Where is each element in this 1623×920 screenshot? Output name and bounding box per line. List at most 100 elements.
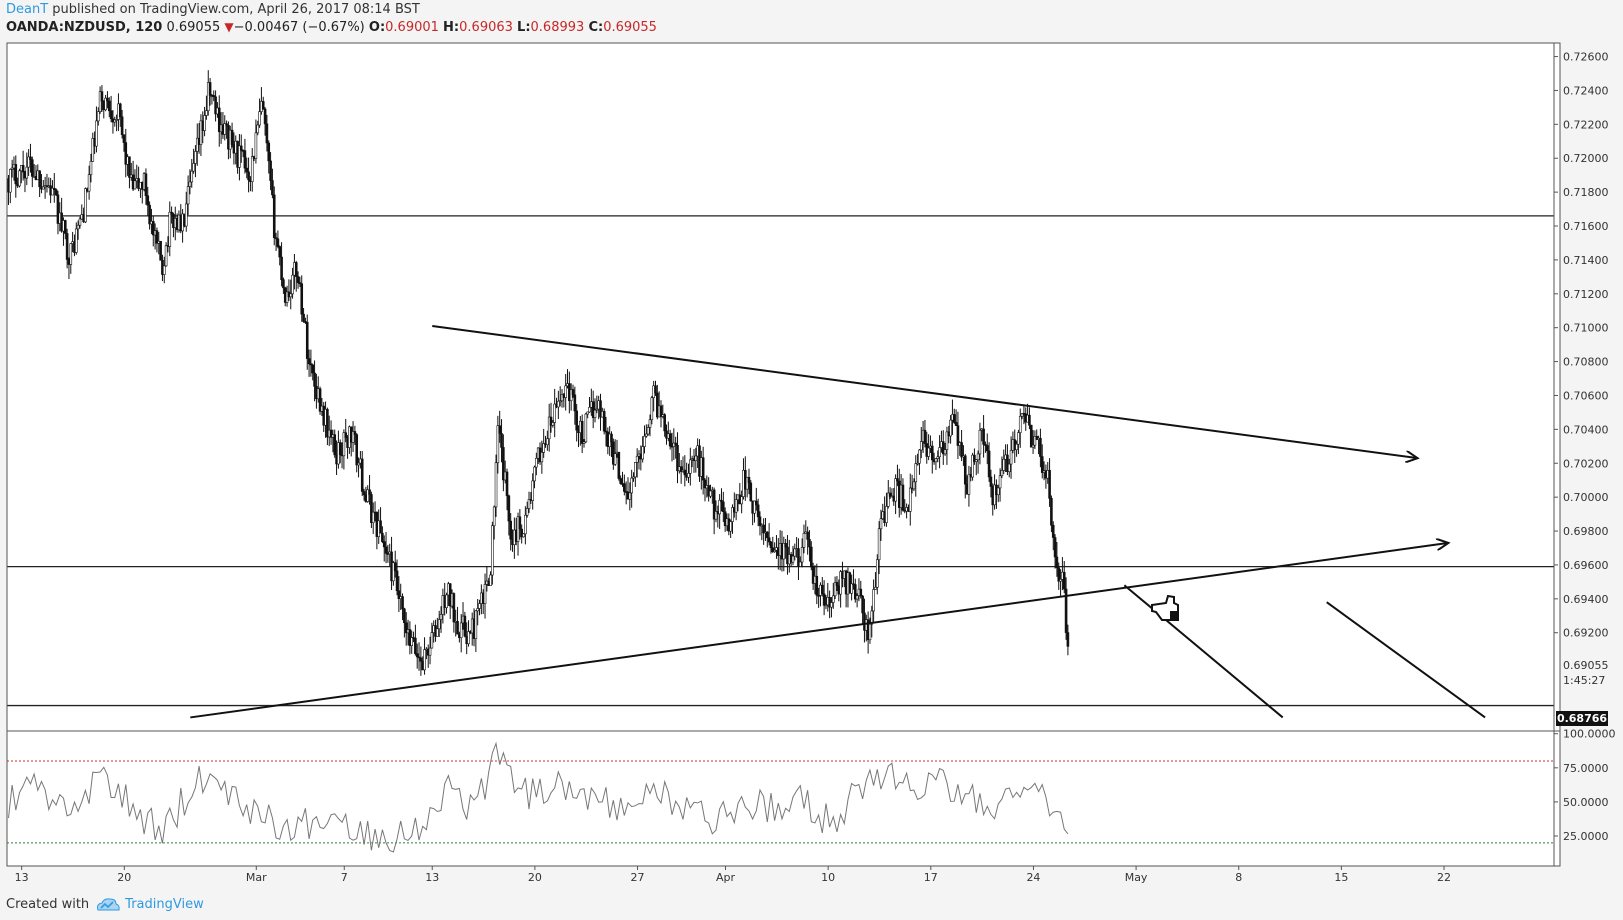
candle-body xyxy=(65,233,69,260)
candle-body xyxy=(646,427,650,435)
candle-body xyxy=(456,621,459,635)
candle-body xyxy=(531,480,534,501)
candle-body xyxy=(546,438,549,446)
lower-trendline[interactable] xyxy=(190,543,1448,719)
candle-body xyxy=(802,533,806,548)
rsi-tick-label: 50.0000 xyxy=(1563,796,1609,809)
time-tick-label: Mar xyxy=(246,871,267,884)
candle-body xyxy=(850,583,853,594)
candle-body xyxy=(811,566,815,584)
candle-body xyxy=(683,469,687,476)
candle-body xyxy=(960,442,963,458)
candle-body xyxy=(872,589,875,612)
candle-body xyxy=(755,500,758,506)
candle-body xyxy=(758,516,762,526)
marked-level-label: 0.68766 xyxy=(1556,711,1608,726)
candle-body xyxy=(263,108,267,125)
candle-body xyxy=(954,422,958,426)
candle-body xyxy=(952,414,956,423)
candle-body xyxy=(194,151,197,164)
candle-body xyxy=(428,647,432,656)
projection-line-2[interactable] xyxy=(1326,601,1486,719)
candle-body xyxy=(623,483,626,492)
tradingview-link[interactable]: TradingView xyxy=(95,896,204,912)
candle-body xyxy=(525,508,529,516)
candle-body xyxy=(648,419,652,428)
candle-body xyxy=(164,245,168,267)
candle-body xyxy=(547,416,551,440)
candle-body xyxy=(575,410,578,431)
candle-body xyxy=(120,116,124,135)
candle-body xyxy=(558,400,562,403)
candle-body xyxy=(835,582,839,586)
projection-line-1[interactable] xyxy=(1123,584,1284,719)
candle-body xyxy=(659,405,663,417)
candle-body xyxy=(817,595,820,597)
candle-body xyxy=(798,561,802,567)
candle-body xyxy=(212,95,216,98)
low-value: 0.68993 xyxy=(530,20,585,35)
candle-body xyxy=(617,451,621,479)
candle-body xyxy=(282,279,285,289)
candle-body xyxy=(595,408,599,411)
candle-body xyxy=(18,170,21,187)
candle-body xyxy=(1033,436,1037,446)
candle-body xyxy=(30,159,34,177)
candle-body xyxy=(722,501,725,513)
candle-body xyxy=(309,363,313,366)
candle-body xyxy=(507,495,511,522)
candle-body xyxy=(397,590,401,599)
candle-body xyxy=(527,499,531,509)
candle-body xyxy=(815,575,819,596)
candle-body xyxy=(265,123,269,144)
candle-body xyxy=(96,111,100,122)
time-tick-label: 20 xyxy=(117,871,131,884)
candle-body xyxy=(604,430,608,433)
candle-body xyxy=(569,389,573,402)
author-link[interactable]: DeanT xyxy=(6,2,49,17)
candle-body xyxy=(1031,444,1035,448)
candle-body xyxy=(489,574,492,586)
open-label: O: xyxy=(368,20,386,35)
rsi-tick-label: 25.0000 xyxy=(1563,830,1609,843)
candle-body xyxy=(452,593,456,623)
candle-body xyxy=(106,97,109,102)
candle-body xyxy=(894,478,897,502)
candle-body xyxy=(749,482,753,502)
candle-body xyxy=(912,481,916,490)
candle-body xyxy=(927,447,930,457)
candle-body xyxy=(676,444,679,472)
candle-body xyxy=(930,445,934,461)
upper-trendline[interactable] xyxy=(432,325,1417,458)
price-tick-label: 0.69400 xyxy=(1563,593,1609,606)
candle-body xyxy=(280,256,283,280)
high-value: 0.69063 xyxy=(459,20,513,35)
time-tick-label: 20 xyxy=(528,871,542,884)
candle-body xyxy=(124,142,128,165)
candle-body xyxy=(668,433,672,447)
high-label: H: xyxy=(443,20,460,35)
candle-body xyxy=(278,246,282,258)
candle-body xyxy=(809,546,813,568)
candle-body xyxy=(162,265,166,275)
candle-body xyxy=(56,194,60,224)
candle-body xyxy=(414,637,417,654)
candle-body xyxy=(502,447,505,481)
publish-info: DeanT published on TradingView.com, Apri… xyxy=(6,2,420,20)
candle-body xyxy=(353,431,357,435)
candle-body xyxy=(831,595,835,603)
open-value: 0.69001 xyxy=(385,20,439,35)
price-change: −0.00467 (−0.67%) xyxy=(233,20,365,35)
candle-body xyxy=(366,489,370,502)
candle-body xyxy=(1007,463,1011,472)
candle-body xyxy=(709,490,712,497)
candle-body xyxy=(439,614,443,620)
candle-body xyxy=(553,403,556,423)
candle-body xyxy=(29,156,32,160)
candle-body xyxy=(1015,443,1018,451)
candle-body xyxy=(245,167,249,173)
candle-body xyxy=(839,571,842,595)
candle-body xyxy=(392,562,395,582)
candle-body xyxy=(619,478,622,484)
